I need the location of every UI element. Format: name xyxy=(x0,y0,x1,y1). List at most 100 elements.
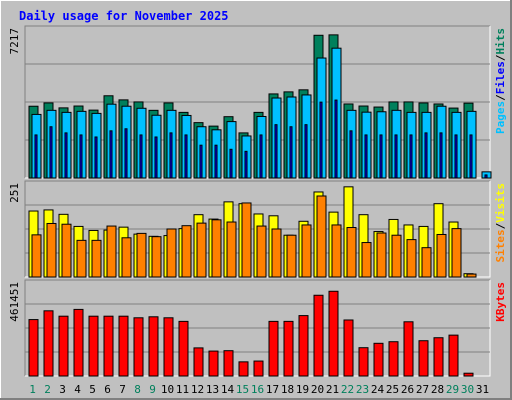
bar-pages-day-26 xyxy=(409,134,413,179)
day-label-8: 8 xyxy=(134,383,141,396)
bar-pages-day-15 xyxy=(244,150,248,179)
day-label-4: 4 xyxy=(74,383,81,396)
bar-sites-day-14 xyxy=(226,221,237,278)
bar-kbytes-day-4 xyxy=(73,308,84,377)
bar-sites-day-20 xyxy=(316,195,327,278)
bar-pages-day-18 xyxy=(289,126,293,179)
day-label-30: 30 xyxy=(461,383,474,396)
bar-sites-day-24 xyxy=(376,232,387,278)
bar-kbytes-day-27 xyxy=(418,340,429,377)
bar-sites-day-9 xyxy=(151,236,162,278)
bar-sites-day-11 xyxy=(181,225,192,278)
metric-separator: / xyxy=(494,94,507,101)
day-label-16: 16 xyxy=(251,383,264,396)
day-label-24: 24 xyxy=(371,383,385,396)
bar-sites-day-6 xyxy=(106,225,117,278)
day-label-12: 12 xyxy=(191,383,204,396)
bar-sites-day-17 xyxy=(271,228,282,278)
y-max-label: 7217 xyxy=(8,28,21,55)
bar-kbytes-day-10 xyxy=(163,317,174,377)
bar-pages-day-4 xyxy=(79,134,83,179)
bar-pages-day-22 xyxy=(349,130,353,179)
bar-pages-day-5 xyxy=(94,136,98,179)
bar-sites-day-15 xyxy=(241,202,252,278)
day-label-14: 14 xyxy=(221,383,235,396)
bar-kbytes-day-2 xyxy=(43,310,54,377)
bar-kbytes-day-12 xyxy=(193,347,204,377)
bar-kbytes-day-11 xyxy=(178,320,189,377)
bar-pages-day-20 xyxy=(319,101,323,179)
chart-title: Daily usage for November 2025 xyxy=(19,9,229,23)
day-label-6: 6 xyxy=(104,383,111,396)
bar-sites-day-19 xyxy=(301,224,312,278)
bar-pages-day-10 xyxy=(169,132,173,179)
day-label-21: 21 xyxy=(326,383,339,396)
bar-kbytes-day-23 xyxy=(358,347,369,377)
bar-pages-day-19 xyxy=(304,124,308,179)
bar-pages-day-13 xyxy=(214,144,218,179)
day-label-15: 15 xyxy=(236,383,249,396)
bar-kbytes-day-14 xyxy=(223,350,234,377)
day-label-1: 1 xyxy=(29,383,36,396)
bar-kbytes-day-28 xyxy=(433,337,444,377)
y-max-label: 461451 xyxy=(8,282,21,322)
chart-panel-1: 7217 Pages/Files/Hits xyxy=(8,25,507,179)
bar-pages-day-12 xyxy=(199,144,203,179)
bar-sites-day-26 xyxy=(406,239,417,278)
bar-sites-day-2 xyxy=(46,222,57,278)
bar-kbytes-day-25 xyxy=(388,341,399,377)
plot-border-top xyxy=(24,279,490,376)
bar-pages-day-25 xyxy=(394,134,398,179)
bar-sites-day-3 xyxy=(61,223,72,278)
bar-pages-day-23 xyxy=(364,134,368,179)
day-label-18: 18 xyxy=(281,383,294,396)
day-label-5: 5 xyxy=(89,383,96,396)
day-label-19: 19 xyxy=(296,383,309,396)
metric-label: Pages/Files/Hits xyxy=(494,28,507,134)
metric-label-files: Files xyxy=(494,61,507,94)
day-label-11: 11 xyxy=(176,383,189,396)
metric-label-pages: Pages xyxy=(494,101,507,134)
bar-kbytes-day-5 xyxy=(88,315,99,377)
day-label-17: 17 xyxy=(266,383,279,396)
bar-pages-day-3 xyxy=(64,132,68,179)
bar-pages-day-24 xyxy=(379,134,383,179)
day-label-2: 2 xyxy=(44,383,51,396)
chart-panel-2: 251 Sites/Visits xyxy=(8,180,507,278)
bar-sites-day-27 xyxy=(421,247,432,278)
bar-kbytes-day-13 xyxy=(208,350,219,377)
bar-kbytes-day-16 xyxy=(253,360,264,377)
bar-kbytes-day-17 xyxy=(268,320,279,377)
day-label-22: 22 xyxy=(341,383,354,396)
bar-kbytes-day-30 xyxy=(463,372,474,377)
bar-sites-day-28 xyxy=(436,233,447,278)
bar-kbytes-day-22 xyxy=(343,319,354,377)
metric-label-sites: Sites xyxy=(494,229,507,262)
bar-kbytes-day-21 xyxy=(328,290,339,377)
day-label-26: 26 xyxy=(401,383,414,396)
day-label-13: 13 xyxy=(206,383,219,396)
bar-sites-day-1 xyxy=(31,234,42,278)
bar-sites-day-25 xyxy=(391,234,402,278)
plot-border-top xyxy=(24,180,490,277)
bar-pages-day-9 xyxy=(154,136,158,179)
bar-pages-day-30 xyxy=(469,134,473,179)
plot-border-top xyxy=(24,25,490,178)
bar-kbytes-day-8 xyxy=(133,317,144,377)
bar-sites-day-16 xyxy=(256,225,267,278)
bar-pages-day-21 xyxy=(334,99,338,179)
metric-label-visits: Visits xyxy=(494,183,507,223)
bar-sites-day-5 xyxy=(91,239,102,278)
bar-kbytes-day-24 xyxy=(373,342,384,377)
bar-kbytes-day-18 xyxy=(283,320,294,377)
bar-kbytes-day-3 xyxy=(58,315,69,377)
bar-sites-day-10 xyxy=(166,228,177,278)
bar-sites-day-4 xyxy=(76,239,87,278)
day-label-28: 28 xyxy=(431,383,444,396)
bar-kbytes-day-1 xyxy=(28,319,39,377)
bar-pages-day-7 xyxy=(124,128,128,179)
day-label-10: 10 xyxy=(161,383,174,396)
bar-sites-day-22 xyxy=(346,227,357,278)
